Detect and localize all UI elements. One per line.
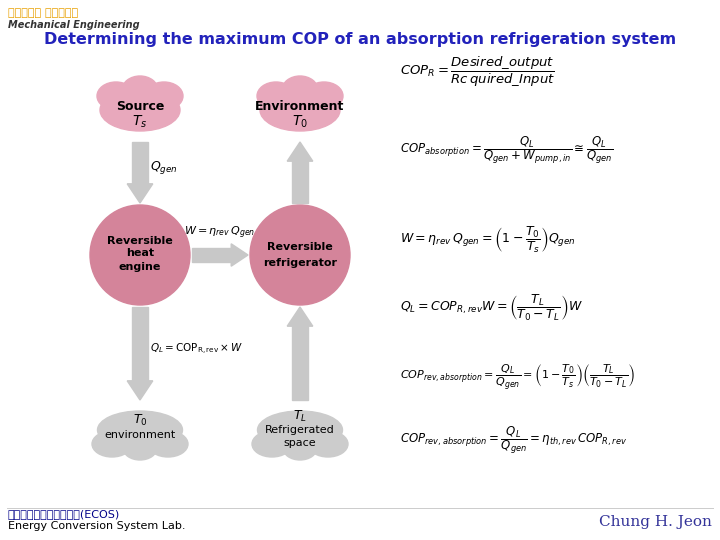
Ellipse shape: [90, 205, 190, 305]
Ellipse shape: [305, 82, 343, 110]
Text: $W = \eta_{rev}\,Q_{gen}$: $W = \eta_{rev}\,Q_{gen}$: [184, 225, 256, 241]
Ellipse shape: [250, 205, 350, 305]
Text: Determining the maximum COP of an absorption refrigeration system: Determining the maximum COP of an absorp…: [44, 32, 676, 47]
Polygon shape: [292, 161, 308, 203]
Polygon shape: [127, 184, 153, 203]
Ellipse shape: [283, 436, 317, 460]
Polygon shape: [192, 248, 231, 262]
Ellipse shape: [92, 431, 132, 457]
Text: $COP_{absorption} = \dfrac{Q_L}{Q_{gen}+W_{pump,in}} \cong \dfrac{Q_L}{Q_{gen}}$: $COP_{absorption} = \dfrac{Q_L}{Q_{gen}+…: [400, 134, 613, 166]
Polygon shape: [287, 307, 312, 326]
Polygon shape: [127, 381, 153, 400]
Ellipse shape: [122, 76, 158, 104]
Text: Environment: Environment: [256, 99, 345, 112]
Text: $W = \eta_{rev}\,Q_{gen} = \left(1 - \dfrac{T_0}{T_s}\right)Q_{gen}$: $W = \eta_{rev}\,Q_{gen} = \left(1 - \df…: [400, 225, 576, 255]
Ellipse shape: [97, 411, 182, 449]
Text: Mechanical Engineering: Mechanical Engineering: [8, 20, 140, 30]
Text: environment: environment: [104, 430, 176, 440]
Text: Energy Conversion System Lab.: Energy Conversion System Lab.: [8, 521, 186, 531]
Ellipse shape: [100, 89, 180, 131]
Ellipse shape: [257, 82, 295, 110]
Text: 부산대학교 기계공학부: 부산대학교 기계공학부: [8, 8, 78, 18]
Text: $T_L$: $T_L$: [293, 408, 307, 423]
Text: $COP_R = \dfrac{Desired\_output}{Rc\,quired\_Input}$: $COP_R = \dfrac{Desired\_output}{Rc\,qui…: [400, 55, 555, 89]
Text: $T_0$: $T_0$: [292, 114, 308, 130]
Ellipse shape: [145, 82, 183, 110]
Ellipse shape: [308, 431, 348, 457]
Text: Source: Source: [116, 99, 164, 112]
Ellipse shape: [252, 431, 292, 457]
Text: Chung H. Jeon: Chung H. Jeon: [599, 515, 712, 529]
Text: $COP_{rev,absorption} = \dfrac{Q_L}{Q_{gen}} = \left(1 - \dfrac{T_0}{T_s}\right): $COP_{rev,absorption} = \dfrac{Q_L}{Q_{g…: [400, 362, 635, 392]
Ellipse shape: [258, 411, 343, 449]
Text: 에너지변환시스템연구실(ECOS): 에너지변환시스템연구실(ECOS): [8, 509, 120, 519]
Polygon shape: [231, 244, 248, 266]
Text: Reversible: Reversible: [267, 242, 333, 252]
Text: $Q_{gen}$: $Q_{gen}$: [150, 159, 178, 177]
Text: $Q_L = \mathrm{COP_{R,rev}} \times W$: $Q_L = \mathrm{COP_{R,rev}} \times W$: [150, 341, 243, 356]
Ellipse shape: [282, 76, 318, 104]
Polygon shape: [132, 142, 148, 184]
Ellipse shape: [260, 89, 340, 131]
Text: $T_s$: $T_s$: [132, 114, 148, 130]
Text: $T_0$: $T_0$: [132, 413, 148, 428]
Polygon shape: [287, 142, 312, 161]
Ellipse shape: [123, 436, 157, 460]
Text: $Q_L = COP_{R,rev}W = \left(\dfrac{T_L}{T_0 - T_L}\right)W$: $Q_L = COP_{R,rev}W = \left(\dfrac{T_L}{…: [400, 293, 583, 323]
Text: engine: engine: [119, 262, 161, 272]
Ellipse shape: [148, 431, 188, 457]
Polygon shape: [292, 326, 308, 400]
Text: space: space: [284, 438, 316, 448]
Text: Refrigerated: Refrigerated: [265, 425, 335, 435]
Ellipse shape: [97, 82, 135, 110]
Text: $COP_{rev,absorption} = \dfrac{Q_L}{Q_{gen}} = \eta_{th,rev}\,COP_{R,rev}$: $COP_{rev,absorption} = \dfrac{Q_L}{Q_{g…: [400, 424, 627, 456]
Text: heat: heat: [126, 248, 154, 258]
Text: Reversible: Reversible: [107, 236, 173, 246]
Polygon shape: [132, 307, 148, 381]
Text: refrigerator: refrigerator: [263, 258, 337, 268]
